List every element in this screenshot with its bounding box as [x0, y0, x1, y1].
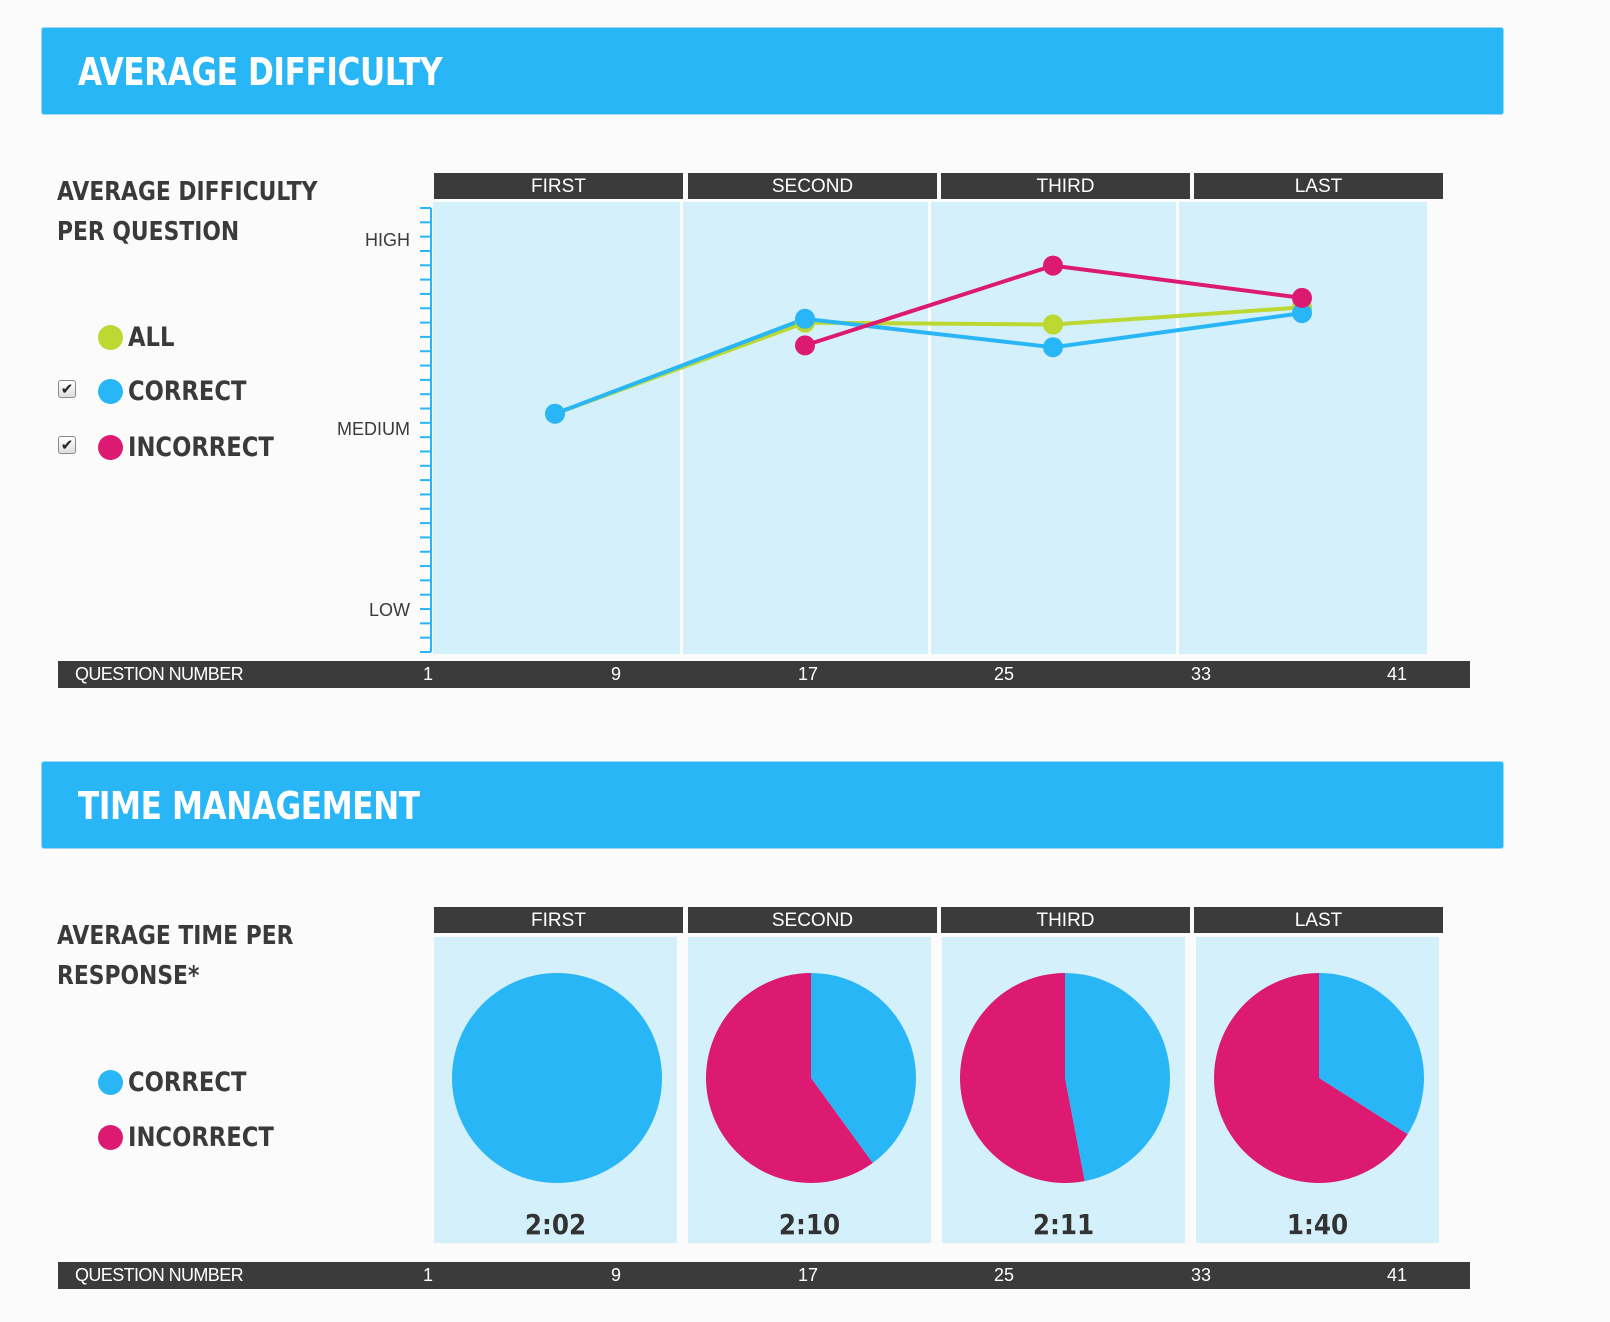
x-tick: 25 — [993, 1265, 1015, 1285]
legend-correct-label: CORRECT — [128, 375, 247, 407]
correct-dot-icon — [98, 1069, 123, 1095]
pie-chart-last — [1214, 973, 1424, 1183]
legend-correct: CORRECT — [98, 375, 269, 407]
pie-time-first: 2:02 — [524, 1208, 587, 1241]
data-point-correct[interactable] — [795, 308, 815, 329]
series-line-correct — [554, 311, 1303, 416]
pie-chart-first — [452, 973, 662, 1183]
x-tick: 41 — [1386, 1265, 1408, 1285]
data-point-correct[interactable] — [1292, 303, 1312, 324]
data-point-correct[interactable] — [1043, 337, 1063, 358]
pie-slice-correct — [1319, 973, 1424, 1135]
checkmark-icon: ✔ — [60, 437, 74, 454]
difficulty-banner-title: AVERAGE DIFFICULTY — [78, 50, 443, 94]
incorrect-dot-icon — [98, 1124, 123, 1150]
data-point-incorrect[interactable] — [1292, 287, 1312, 308]
data-point-all[interactable] — [1043, 314, 1063, 335]
pie-panel-second: 2:10 — [688, 937, 931, 1243]
correct-dot-icon — [98, 378, 123, 404]
period-header-third: THIRD — [941, 173, 1190, 199]
difficulty-subtitle: AVERAGE DIFFICULTY PER QUESTION — [57, 177, 318, 247]
x-tick: 1 — [422, 1265, 434, 1285]
legend-incorrect: INCORRECT — [98, 1121, 302, 1153]
time-banner-title: TIME MANAGEMENT — [78, 784, 420, 828]
pie-panel-third: 2:11 — [942, 937, 1185, 1243]
pie-chart-third — [960, 973, 1171, 1183]
incorrect-checkbox[interactable]: ✔ — [58, 436, 76, 454]
data-point-incorrect[interactable] — [1043, 255, 1063, 276]
data-point-correct[interactable] — [545, 403, 565, 424]
pie-panel-first: 2:02 — [434, 937, 677, 1243]
pie-slice-correct — [452, 973, 662, 1183]
x-axis-title: QUESTION NUMBER — [75, 1265, 244, 1285]
difficulty-x-axis: QUESTION NUMBER 1 9 17 25 33 41 — [58, 661, 1470, 688]
period-header-first: FIRST — [434, 907, 683, 933]
checkmark-icon: ✔ — [60, 381, 74, 398]
legend-all: ALL — [98, 321, 183, 353]
pie-slice-incorrect — [960, 973, 1085, 1183]
period-header-third: THIRD — [941, 907, 1190, 933]
period-header-second: SECOND — [688, 173, 937, 199]
pie-slice-incorrect — [1214, 973, 1408, 1183]
plot-panel-second — [683, 202, 928, 654]
period-header-last: LAST — [1194, 173, 1443, 199]
x-tick: 25 — [993, 664, 1015, 684]
y-label-high: HIGH — [365, 230, 410, 250]
period-header-last: LAST — [1194, 907, 1443, 933]
x-tick: 33 — [1190, 1265, 1212, 1285]
x-axis-title: QUESTION NUMBER — [75, 664, 244, 684]
y-label-medium: MEDIUM — [337, 419, 410, 439]
pie-slice-incorrect — [706, 973, 873, 1183]
x-tick: 17 — [797, 1265, 819, 1285]
difficulty-banner: AVERAGE DIFFICULTY — [41, 27, 1504, 115]
plot-panel-last — [1179, 202, 1427, 654]
time-banner: TIME MANAGEMENT — [41, 761, 1504, 849]
pie-panel-last: 1:40 — [1196, 937, 1439, 1243]
plot-panel-first — [433, 202, 680, 654]
pie-time-last: 1:40 — [1286, 1208, 1349, 1241]
legend-incorrect-label: INCORRECT — [128, 431, 274, 463]
data-point-incorrect[interactable] — [795, 335, 815, 356]
time-x-axis: QUESTION NUMBER 1 9 17 25 33 41 — [58, 1262, 1470, 1289]
y-label-low: LOW — [368, 600, 410, 620]
x-tick: 9 — [610, 1265, 622, 1285]
correct-checkbox[interactable]: ✔ — [58, 380, 76, 398]
pie-slice-correct — [811, 973, 916, 1163]
period-header-second: SECOND — [688, 907, 937, 933]
x-tick: 33 — [1190, 664, 1212, 684]
x-tick: 9 — [610, 664, 622, 684]
pie-time-second: 2:10 — [778, 1208, 841, 1241]
period-header-first: FIRST — [434, 173, 683, 199]
legend-incorrect: INCORRECT — [98, 431, 302, 463]
x-tick: 41 — [1386, 664, 1408, 684]
legend-correct: CORRECT — [98, 1066, 269, 1098]
pie-slice-correct — [1065, 973, 1171, 1182]
legend-all-label: ALL — [128, 321, 175, 353]
series-line-all — [554, 305, 1303, 416]
pie-chart-second — [706, 973, 916, 1183]
time-subtitle: AVERAGE TIME PER RESPONSE* — [57, 921, 294, 991]
legend-correct-label: CORRECT — [128, 1066, 247, 1098]
legend-incorrect-label: INCORRECT — [128, 1121, 274, 1153]
x-tick: 17 — [797, 664, 819, 684]
all-dot-icon — [98, 324, 123, 350]
incorrect-dot-icon — [98, 434, 123, 460]
x-tick: 1 — [422, 664, 434, 684]
pie-time-third: 2:11 — [1032, 1208, 1095, 1241]
